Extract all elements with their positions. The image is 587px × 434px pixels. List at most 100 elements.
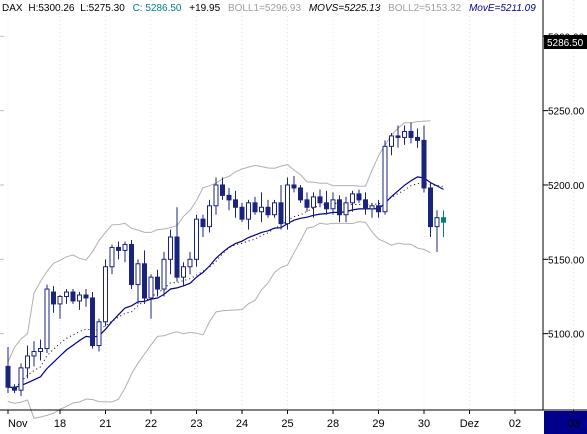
candle-body [168,236,173,260]
candle-body [213,184,219,207]
candle [239,202,245,223]
candle-body [12,386,17,391]
candle [421,125,427,193]
candle [343,196,349,223]
candle [200,214,206,238]
candle-body [70,291,76,302]
candle-body [44,288,50,350]
header-close: C: 5286.50 [133,3,182,14]
x-tick-label: 25 [281,418,293,430]
candle [25,345,30,379]
candle-body [220,184,225,196]
candle-body [83,294,89,299]
candle [168,229,173,275]
candle [57,295,63,319]
candle-body [304,199,310,208]
candle-body [291,184,297,189]
header-boll1: BOLL1=5296.93 [228,3,302,14]
x-tick-label: 23 [190,418,202,430]
candle-body [441,217,446,223]
candle-body [272,202,277,216]
candle [337,195,342,223]
candle [330,192,336,215]
candle-body [194,218,199,260]
candle-body [350,193,355,204]
candle [90,292,95,349]
candle-body [246,202,251,220]
candle [441,210,446,238]
x-tick-label: 30 [418,418,430,430]
candle-body [252,202,258,213]
candle-body [402,130,407,138]
candle-body [395,135,401,138]
candle [395,125,401,148]
candle [174,207,180,282]
candle-body [31,351,37,357]
candle [259,192,264,223]
header-move: MovE=5211.09 [469,3,536,14]
candle [70,289,76,304]
candle [324,190,329,215]
candle [272,199,277,218]
candle [142,250,147,304]
candle-body [174,236,180,278]
x-tick-label: 22 [145,418,157,430]
candle-body [25,355,30,369]
bollinger-bands [7,120,431,419]
candle [83,289,89,307]
candle [109,244,115,275]
candle-body [181,266,186,278]
candle-body [428,187,433,228]
header-low: L:5275.30 [80,3,125,14]
candle-body [207,205,212,228]
candle [376,199,381,218]
candle [5,347,11,394]
y-tick-label: 5250.00 [548,107,585,118]
candle [304,192,310,212]
candle-body [356,193,362,201]
candle [103,259,108,327]
candle-body [57,295,63,305]
last-price-label: 5286.50 [547,38,584,49]
candle [187,251,193,275]
y-tick-label: 5100.00 [548,330,585,341]
last-price-box [544,35,587,49]
candle [298,184,303,203]
candle-body [389,135,394,147]
candle-body [142,263,147,299]
candle [246,199,251,230]
candle [38,339,43,361]
candle [155,269,160,297]
candle-body [96,321,102,347]
candle [252,196,258,215]
candle [12,384,17,394]
candle-body [18,367,24,391]
candle [291,176,297,193]
candle [161,251,167,297]
candle [363,192,368,215]
candle-body [376,205,381,213]
y-tick-label: 5200.00 [548,181,585,192]
candle [233,190,238,218]
candle-body [38,348,43,353]
candle-body [343,202,349,216]
candle-body [226,194,232,201]
x-tick-label: 03 [567,418,579,430]
candle [77,292,82,310]
candle-body [337,199,342,216]
candle-body [77,294,82,302]
candle [194,214,199,267]
candle [135,259,141,304]
candle [402,125,407,145]
candle-body [421,139,427,189]
header-change: +19.95 [189,3,220,14]
candle [64,289,69,304]
candle [129,239,134,290]
y-tick-label: 5150.00 [548,255,585,266]
candle-body [90,297,95,347]
x-tick-label: 02 [509,418,521,430]
x-axis-labels: Nov 18 21 22 23 24 25 28 29 30 Dez 02 03 [7,410,580,430]
candle [122,241,128,263]
corner-box [544,411,587,434]
